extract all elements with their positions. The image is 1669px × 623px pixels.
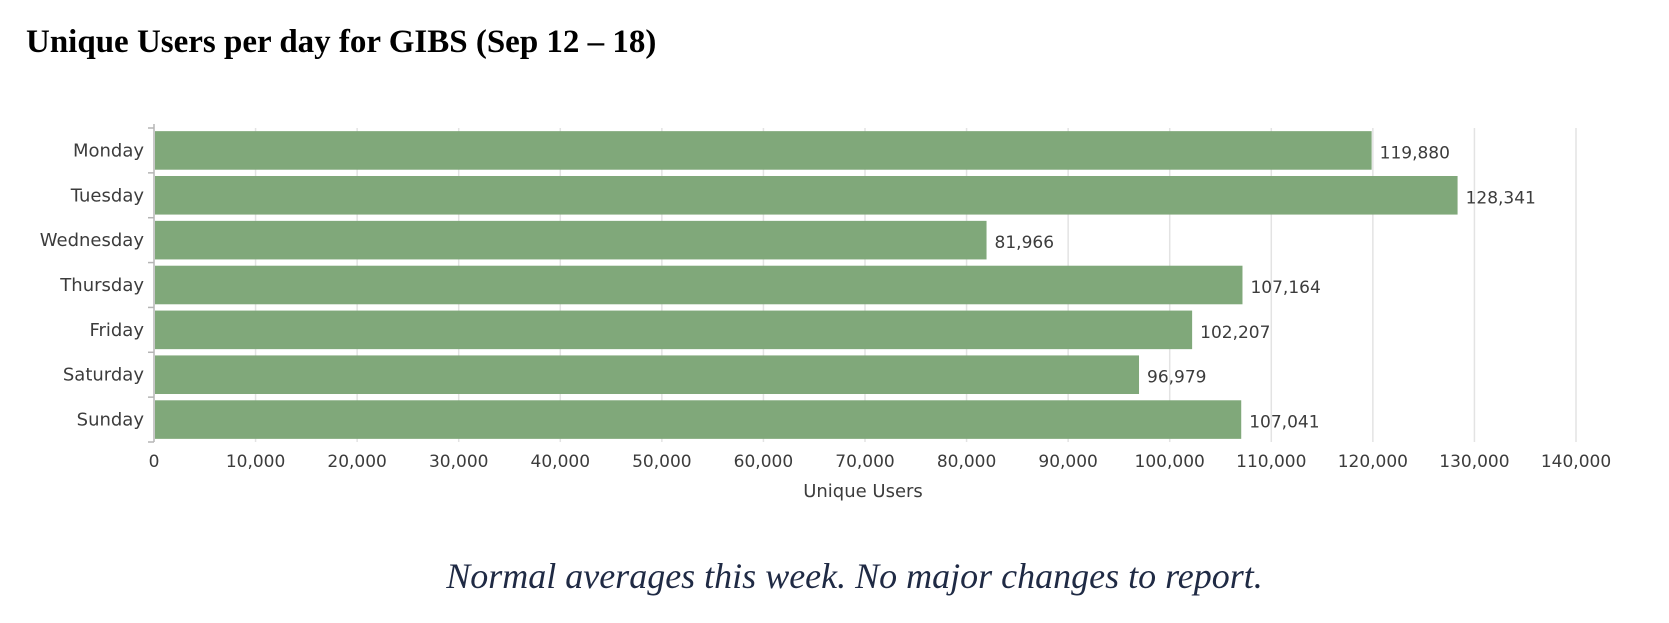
category-label: Sunday (77, 410, 145, 431)
data-label: 102,207 (1200, 323, 1270, 343)
axes (148, 124, 155, 443)
x-tick-label: 50,000 (632, 452, 691, 472)
data-label: 107,041 (1249, 413, 1319, 433)
x-tick-label: 90,000 (1038, 452, 1097, 472)
category-label: Monday (73, 140, 144, 161)
x-tick-label: 100,000 (1135, 452, 1205, 472)
bar-wednesday (155, 220, 987, 260)
x-tick-label: 30,000 (429, 452, 488, 472)
category-label: Friday (89, 320, 144, 341)
category-label: Saturday (63, 365, 144, 386)
x-tick-label: 130,000 (1439, 452, 1509, 472)
x-tick-label: 70,000 (835, 452, 894, 472)
x-tick-label: 120,000 (1338, 452, 1408, 472)
bar-friday (155, 310, 1193, 350)
bars (155, 131, 1458, 439)
x-axis-label: Unique Users (803, 481, 923, 502)
labels: 0 10,000 20,000 30,000 40,000 50,000 60,000 70,… (40, 140, 1611, 472)
category-label: Thursday (59, 275, 144, 296)
bar-thursday (155, 265, 1243, 305)
page-title: Unique Users per day for GIBS (Sep 12 – … (26, 24, 657, 60)
bar-tuesday (155, 175, 1458, 215)
bar-saturday (155, 355, 1140, 395)
x-tick-label: 80,000 (937, 452, 996, 472)
data-label: 128,341 (1466, 188, 1536, 208)
data-label: 107,164 (1250, 278, 1320, 298)
x-tick-label: 10,000 (226, 452, 285, 472)
bar-chart: 0 10,000 20,000 30,000 40,000 50,000 60,000 70,… (40, 124, 1611, 502)
data-label: 96,979 (1147, 368, 1206, 388)
x-tick-label: 140,000 (1541, 452, 1611, 472)
x-tick-label: 110,000 (1236, 452, 1306, 472)
bar-monday (155, 131, 1372, 170)
caption: Normal averages this week. No major chan… (446, 556, 1263, 596)
bar-sunday (155, 400, 1242, 439)
x-tick-label: 0 (149, 452, 160, 472)
x-tick-label: 60,000 (734, 452, 793, 472)
category-label: Tuesday (70, 185, 145, 206)
x-tick-label: 20,000 (327, 452, 386, 472)
category-label: Wednesday (40, 230, 145, 251)
x-tick-label: 40,000 (531, 452, 590, 472)
data-label: 119,880 (1380, 143, 1450, 163)
data-label: 81,966 (995, 233, 1054, 253)
